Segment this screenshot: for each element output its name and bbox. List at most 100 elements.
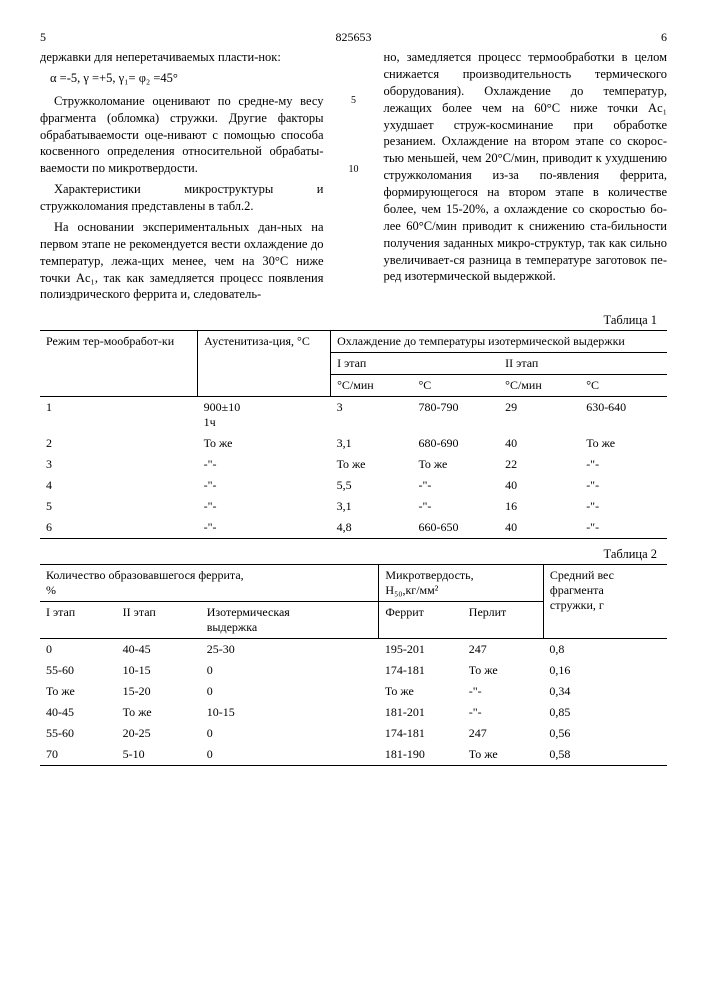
t2-s2: 15-20 (117, 681, 201, 702)
t1-n: 4 (40, 475, 198, 496)
t2-s1: 55-60 (40, 723, 117, 744)
para-l3: Характеристики микроструктуры и стружкол… (40, 181, 324, 215)
para-r1: но, замедляется процесс термообработки в… (384, 50, 668, 283)
t1-h-cool: Охлаждение до температуры изотермической… (331, 331, 667, 353)
t1-c2: 29 (499, 397, 580, 434)
t1-a: 900±10 1ч (198, 397, 331, 434)
t1-c1: 5,5 (331, 475, 413, 496)
t1-c2: 16 (499, 496, 580, 517)
t1-a: -"- (198, 475, 331, 496)
table-row: 2То же3,1680-69040То же (40, 433, 667, 454)
t1-c2: 40 (499, 433, 580, 454)
t1-n: 1 (40, 397, 198, 434)
t2-h-weight: Средний вес фрагмента стружки, г (543, 565, 667, 639)
t1-c2: 22 (499, 454, 580, 475)
t1-n: 2 (40, 433, 198, 454)
table-row: 6-"-4,8660-65040-"- (40, 517, 667, 539)
t2-s1: 55-60 (40, 660, 117, 681)
t2-p: -"- (463, 681, 544, 702)
table-row: 1900±10 1ч3780-79029630-640 (40, 397, 667, 434)
t2-w: 0,58 (543, 744, 667, 766)
t2-f: 174-181 (379, 723, 463, 744)
table-row: 4-"-5,5-"-40-"- (40, 475, 667, 496)
t1-h-cmin1: °С/мин (331, 375, 413, 397)
t2-p: -"- (463, 702, 544, 723)
t2-p: 247 (463, 723, 544, 744)
t2-h-per: Перлит (463, 602, 544, 639)
t1-c2: 40 (499, 517, 580, 539)
t1-a: То же (198, 433, 331, 454)
t1-t2: -"- (580, 517, 667, 539)
t2-s2: 10-15 (117, 660, 201, 681)
t1-h-aust: Аустенитиза-ция, °С (198, 331, 331, 397)
table-row: 55-6020-250174-1812470,56 (40, 723, 667, 744)
table-row: 3-"-То жеТо же22-"- (40, 454, 667, 475)
table-row: 040-4525-30195-2012470,8 (40, 639, 667, 661)
left-column: державки для неперетачиваемых пласти-нок… (40, 49, 324, 303)
t1-t2: -"- (580, 496, 667, 517)
t1-n: 3 (40, 454, 198, 475)
page-header: 5 825653 6 (40, 30, 667, 45)
t1-h-s2: II этап (499, 353, 667, 375)
t1-t2: То же (580, 433, 667, 454)
para-l2: Стружколомание оценивают по средне-му ве… (40, 93, 324, 177)
right-page-num: 6 (661, 30, 667, 45)
t1-t1: 660-650 (412, 517, 499, 539)
table-1: Режим тер-мообработ-ки Аустенитиза-ция, … (40, 330, 667, 539)
table-2: Количество образовавшегося феррита, % Ми… (40, 564, 667, 766)
table-row: 40-45То же10-15181-201-"-0,85 (40, 702, 667, 723)
t1-a: -"- (198, 454, 331, 475)
t2-w: 0,56 (543, 723, 667, 744)
table-row: То же15-200То же-"-0,34 (40, 681, 667, 702)
t2-s2: 20-25 (117, 723, 201, 744)
t2-s2: То же (117, 702, 201, 723)
table1-caption: Таблица 1 (40, 313, 657, 328)
t1-t1: То же (412, 454, 499, 475)
t2-w: 0,8 (543, 639, 667, 661)
t1-c1: 3,1 (331, 496, 413, 517)
t1-t1: 680-690 (412, 433, 499, 454)
t2-w: 0,34 (543, 681, 667, 702)
t2-h-s1: I этап (40, 602, 117, 639)
t1-h-c2: °С (580, 375, 667, 397)
table-row: 705-100181-190То же0,58 (40, 744, 667, 766)
t2-h-fer: Феррит (379, 602, 463, 639)
t2-f: 181-190 (379, 744, 463, 766)
para-l1: державки для неперетачиваемых пласти-нок… (40, 50, 281, 64)
t2-s1: То же (40, 681, 117, 702)
t1-a: -"- (198, 496, 331, 517)
table-row: 5-"-3,1-"-16-"- (40, 496, 667, 517)
t2-w: 0,85 (543, 702, 667, 723)
t1-t2: -"- (580, 475, 667, 496)
doc-number: 825653 (336, 30, 372, 45)
t1-t1: 780-790 (412, 397, 499, 434)
t2-h-iso: Изотермическая выдержка (201, 602, 379, 639)
t2-p: То же (463, 744, 544, 766)
t1-c1: 3,1 (331, 433, 413, 454)
t1-c1: 3 (331, 397, 413, 434)
t1-a: -"- (198, 517, 331, 539)
t2-s1: 70 (40, 744, 117, 766)
t1-n: 5 (40, 496, 198, 517)
t2-s2: 5-10 (117, 744, 201, 766)
marker-10: 10 (348, 164, 360, 175)
t2-f: 181-201 (379, 702, 463, 723)
t2-w: 0,16 (543, 660, 667, 681)
right-column: но, замедляется процесс термообработки в… (384, 49, 668, 303)
t1-n: 6 (40, 517, 198, 539)
table2-caption: Таблица 2 (40, 547, 657, 562)
t2-s2: 40-45 (117, 639, 201, 661)
t1-t2: 630-640 (580, 397, 667, 434)
t1-h-cmin2: °С/мин (499, 375, 580, 397)
t2-p: То же (463, 660, 544, 681)
t1-t1: -"- (412, 475, 499, 496)
t2-iso: 25-30 (201, 639, 379, 661)
t1-t1: -"- (412, 496, 499, 517)
t2-iso: 0 (201, 660, 379, 681)
t1-c1: То же (331, 454, 413, 475)
t2-iso: 0 (201, 744, 379, 766)
t2-iso: 0 (201, 681, 379, 702)
t2-s1: 0 (40, 639, 117, 661)
t1-c1: 4,8 (331, 517, 413, 539)
table-row: 55-6010-150174-181То же0,16 (40, 660, 667, 681)
